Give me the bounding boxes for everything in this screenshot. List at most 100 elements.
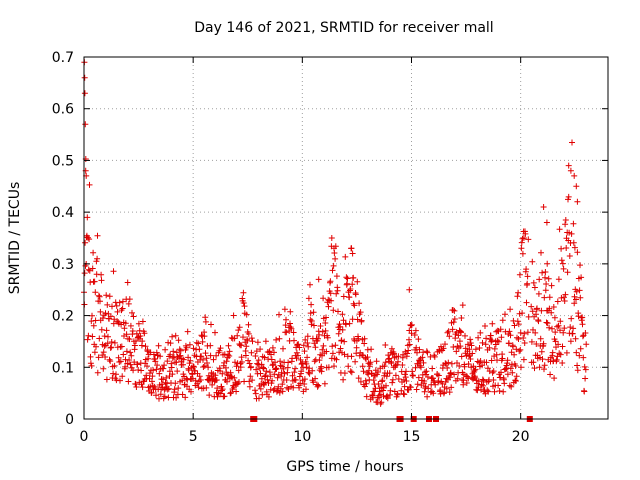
data-point [512, 378, 519, 384]
data-point [199, 338, 206, 345]
data-point [284, 364, 291, 371]
data-point [414, 381, 421, 388]
data-point [106, 356, 113, 363]
data-point [116, 299, 123, 306]
data-point [145, 355, 151, 362]
data-point [106, 293, 113, 300]
data-point [307, 281, 313, 288]
data-point [521, 330, 528, 337]
data-point [373, 358, 380, 365]
data-point [233, 388, 240, 395]
data-point [129, 328, 136, 334]
data-point [376, 394, 383, 401]
data-point [311, 358, 318, 365]
data-point [208, 321, 214, 328]
data-point [516, 271, 523, 278]
data-point [570, 325, 577, 332]
data-point [316, 357, 323, 364]
data-point [341, 351, 348, 358]
data-point [357, 309, 364, 316]
data-point [274, 374, 281, 381]
data-point [196, 346, 203, 353]
data-point [435, 372, 442, 379]
data-point [543, 219, 550, 226]
data-point [335, 330, 342, 337]
data-point [499, 355, 506, 362]
data-point [517, 346, 524, 353]
data-point [169, 333, 176, 340]
data-point [262, 372, 269, 379]
data-point [249, 377, 256, 384]
data-point [512, 362, 519, 369]
data-point [504, 371, 511, 378]
data-point [334, 287, 341, 294]
data-point [281, 306, 288, 313]
data-point [153, 349, 160, 356]
data-point [399, 362, 406, 368]
data-point [540, 340, 547, 347]
data-point [156, 370, 163, 377]
data-point [100, 349, 107, 356]
data-point [403, 378, 410, 384]
data-point [101, 343, 108, 349]
data-point [86, 181, 93, 188]
data-point [142, 343, 149, 350]
data-point [175, 337, 182, 344]
data-point [362, 377, 369, 384]
data-point [480, 377, 487, 384]
data-point [514, 334, 520, 341]
data-point [318, 368, 325, 375]
data-point [384, 395, 391, 402]
data-point [562, 217, 569, 223]
data-point [565, 162, 572, 169]
data-point [301, 381, 308, 387]
data-point [424, 393, 431, 400]
data-point [236, 324, 243, 331]
data-point [423, 348, 430, 355]
data-point [241, 303, 248, 310]
data-point [354, 316, 361, 323]
data-point [518, 245, 525, 252]
data-point [411, 332, 418, 338]
data-point [268, 356, 275, 363]
data-point [528, 303, 535, 310]
data-point [173, 349, 180, 356]
data-point [555, 276, 562, 283]
data-point [195, 340, 202, 347]
data-point [567, 338, 574, 345]
data-point [84, 336, 91, 343]
data-point [118, 343, 125, 350]
data-point [394, 391, 401, 398]
data-point [424, 374, 431, 380]
data-point [542, 274, 548, 281]
data-point [238, 359, 245, 365]
data-point [568, 230, 575, 237]
data-point [445, 359, 452, 366]
data-point [207, 352, 214, 359]
data-point [104, 301, 111, 308]
data-point [306, 370, 313, 377]
data-point [515, 336, 522, 342]
data-point [348, 369, 355, 376]
data-point [356, 300, 363, 307]
data-point [134, 361, 141, 368]
data-point [343, 321, 349, 328]
data-point [237, 364, 244, 371]
data-point [249, 338, 256, 345]
data-point [310, 309, 317, 316]
data-point [308, 301, 315, 308]
data-point [520, 335, 527, 341]
data-point [568, 315, 575, 322]
data-point [216, 347, 223, 354]
data-point [563, 349, 570, 356]
data-point [571, 172, 578, 179]
data-point [103, 292, 110, 299]
data-point [567, 167, 574, 174]
data-point [81, 74, 88, 81]
data-point [491, 388, 498, 395]
data-point [135, 320, 142, 327]
data-point [565, 193, 572, 200]
data-point [273, 365, 280, 372]
data-point [119, 373, 126, 380]
data-point [117, 358, 124, 365]
